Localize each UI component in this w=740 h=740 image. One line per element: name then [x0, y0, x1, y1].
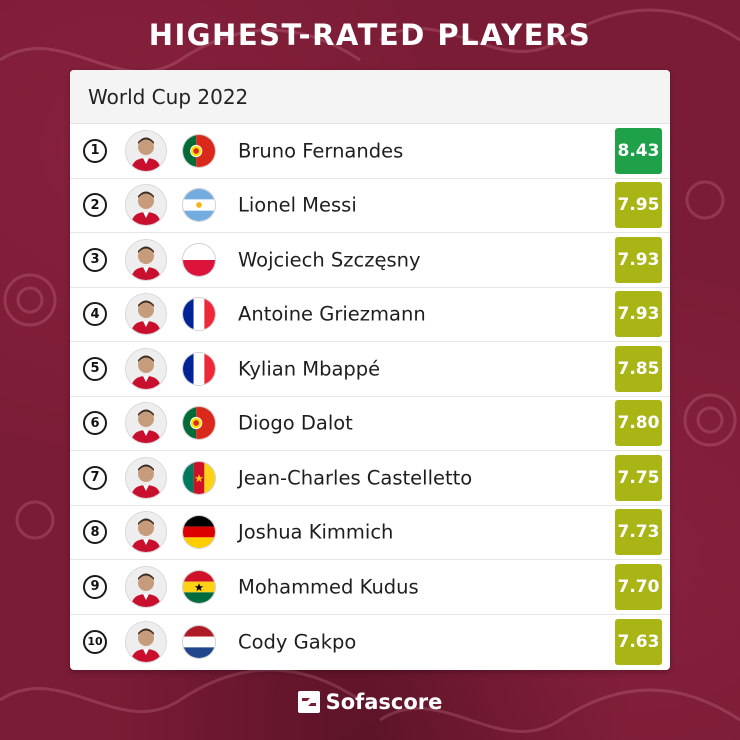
player-avatar	[125, 129, 167, 172]
player-name: Lionel Messi	[238, 193, 357, 217]
player-avatar	[125, 184, 167, 227]
player-avatar	[125, 456, 167, 499]
player-avatar	[125, 511, 167, 554]
player-row: 3 Wojciech Szczęsny 7.93	[70, 233, 670, 288]
rank-badge: 2	[83, 193, 107, 218]
rating-badge: 7.93	[615, 236, 662, 283]
france-flag-icon	[182, 297, 216, 332]
rank-badge: 6	[83, 411, 107, 436]
player-name: Antoine Griezmann	[238, 302, 426, 326]
player-avatar	[125, 293, 167, 336]
portugal-flag-icon	[182, 406, 216, 441]
ratings-card: World Cup 2022 1 Bruno Fernandes 8.43 2 Lion…	[70, 70, 670, 670]
player-row: 6 Diogo Dalot 7.80	[70, 397, 670, 451]
rating-badge: 7.85	[615, 345, 662, 392]
rank-badge: 10	[83, 629, 107, 654]
rating-badge: 7.93	[615, 291, 662, 338]
rating-badge: 7.63	[615, 618, 662, 665]
player-row: 10 Cody Gakpo 7.63	[70, 615, 670, 670]
portugal-flag-icon	[182, 133, 216, 168]
page-title: HIGHEST-RATED PLAYERS	[148, 18, 592, 52]
player-name: Joshua Kimmich	[238, 520, 394, 544]
cameroon-flag-icon	[182, 460, 216, 495]
germany-flag-icon	[182, 515, 216, 550]
player-name: Diogo Dalot	[238, 411, 353, 435]
brand-footer: Sofascore	[0, 690, 740, 714]
player-avatar	[125, 347, 167, 390]
player-avatar	[125, 620, 167, 663]
rank-badge: 7	[83, 465, 107, 490]
rank-badge: 9	[83, 574, 107, 599]
player-name: Wojciech Szczęsny	[238, 248, 421, 272]
argentina-flag-icon	[182, 188, 216, 223]
rank-badge: 4	[83, 302, 107, 327]
player-row: 4 Antoine Griezmann 7.93	[70, 288, 670, 342]
player-list: 1 Bruno Fernandes 8.43 2 Lionel Messi 7.95 3 Wo…	[70, 124, 670, 669]
rank-badge: 5	[83, 356, 107, 381]
sofascore-logo-icon	[297, 691, 320, 713]
player-name: Jean-Charles Castelletto	[238, 466, 473, 490]
rank-badge: 8	[83, 520, 107, 545]
player-name: Cody Gakpo	[238, 630, 357, 654]
rating-badge: 7.70	[615, 563, 662, 610]
player-name: Bruno Fernandes	[238, 139, 404, 163]
player-name: Mohammed Kudus	[238, 575, 419, 599]
rank-badge: 1	[83, 138, 107, 163]
player-row: 5 Kylian Mbappé 7.85	[70, 342, 670, 397]
player-avatar	[125, 238, 167, 281]
brand-name: Sofascore	[325, 690, 443, 714]
player-row: 1 Bruno Fernandes 8.43	[70, 124, 670, 179]
rating-badge: 7.73	[615, 509, 662, 556]
france-flag-icon	[182, 351, 216, 386]
player-name: Kylian Mbappé	[238, 357, 381, 381]
card-subtitle: World Cup 2022	[70, 70, 670, 124]
rating-badge: 7.95	[615, 182, 662, 229]
player-avatar	[125, 402, 167, 445]
player-avatar	[125, 565, 167, 608]
player-row: 7 Jean-Charles Castelletto 7.75	[70, 451, 670, 506]
player-row: 2 Lionel Messi 7.95	[70, 179, 670, 233]
rank-badge: 3	[83, 247, 107, 272]
ghana-flag-icon	[182, 569, 216, 604]
player-row: 8 Joshua Kimmich 7.73	[70, 506, 670, 560]
rating-badge: 7.80	[615, 400, 662, 447]
rating-badge: 8.43	[615, 127, 662, 174]
poland-flag-icon	[182, 242, 216, 277]
player-row: 9 Mohammed Kudus 7.70	[70, 560, 670, 615]
rating-badge: 7.75	[615, 454, 662, 501]
netherlands-flag-icon	[182, 624, 216, 659]
